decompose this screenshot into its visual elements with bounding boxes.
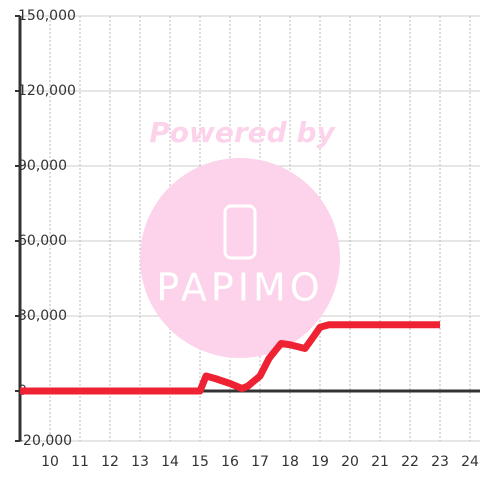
y-tick-label: -20,000 [18, 433, 72, 449]
y-tick-label: 90,000 [18, 158, 67, 174]
x-tick-label: 11 [71, 454, 89, 470]
y-tick-label: 60,000 [18, 233, 67, 249]
watermark-logo: PAPIMO [156, 266, 323, 310]
x-tick-label: 20 [341, 454, 359, 470]
watermark-text: Powered by [149, 116, 336, 149]
x-tick-label: 19 [311, 454, 329, 470]
x-tick-label: 16 [221, 454, 239, 470]
x-tick-label: 13 [131, 454, 149, 470]
x-tick-label: 14 [161, 454, 179, 470]
x-tick-label: 22 [401, 454, 419, 470]
x-tick-label: 12 [101, 454, 119, 470]
y-tick-label: 30,000 [18, 308, 67, 324]
x-tick-label: 17 [251, 454, 269, 470]
plot: -20,000030,00060,00090,000120,000150,000… [15, 8, 480, 470]
y-tick-label: 150,000 [18, 8, 76, 24]
x-tick-label: 18 [281, 454, 299, 470]
y-tick-label: 120,000 [18, 83, 76, 99]
x-tick-label: 10 [41, 454, 59, 470]
x-tick-label: 23 [431, 454, 449, 470]
line-series [20, 321, 441, 395]
x-tick-label: 24 [461, 454, 479, 470]
x-tick-label: 15 [191, 454, 209, 470]
watermark: Powered by PAPIMO [140, 116, 340, 358]
watermark-phone [223, 204, 257, 260]
x-tick-label: 21 [371, 454, 389, 470]
